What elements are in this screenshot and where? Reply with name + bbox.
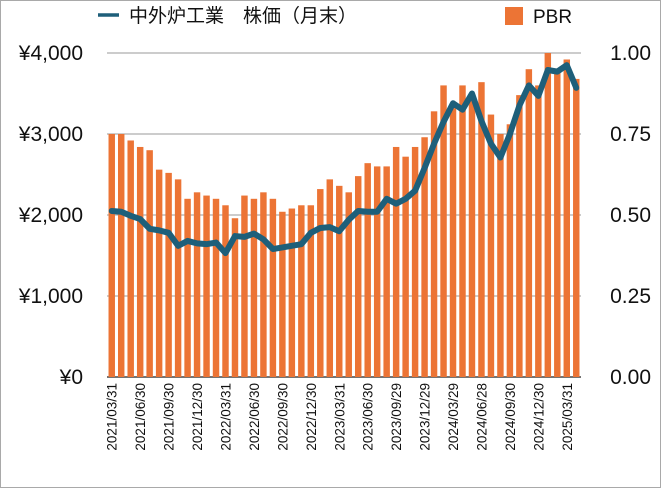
pbr-bar [250,198,258,377]
x-tick-label: 2021/06/30 [133,383,148,451]
legend: 中外炉工業 株価（月末） PBR [98,5,572,28]
pbr-bar [516,95,523,378]
pbr-bar [155,169,163,377]
pbr-bar [184,198,191,377]
pbr-bar [279,211,286,377]
pbr-bar [421,137,428,377]
price-line [108,62,580,257]
x-tick-label: 2022/06/30 [247,383,262,451]
y-right-tick-label: 0.00 [610,366,651,389]
y-left-tick-label: ¥3,000 [18,123,83,146]
pbr-bar [146,150,153,377]
y-right-tick-label: 0.25 [610,285,651,308]
pbr-bar [402,156,409,377]
x-tick-label: 2025/03/31 [560,383,575,451]
pbr-bar [535,85,542,378]
x-tick-label: 2022/09/30 [275,383,290,451]
x-tick-label: 2021/09/30 [162,383,177,451]
pbr-bar [478,82,485,377]
pbr-bars [108,53,580,378]
pbr-bar [317,189,324,377]
y-right-tick-label: 1.00 [610,42,651,65]
pbr-bar [241,195,248,377]
pbr-bar [269,198,277,377]
pbr-bar [544,53,552,377]
x-tick-label: 2022/12/30 [304,383,319,451]
pbr-bar [108,134,115,377]
pbr-bar [430,111,438,377]
pbr-bar [354,176,362,377]
pbr-bar [487,114,495,377]
y-left-tick-label: ¥0 [59,366,83,389]
pbr-bar [127,140,134,377]
legend-price-label: 中外炉工業 株価（月末） [129,5,357,27]
pbr-bar [373,166,381,377]
pbr-bar [336,185,343,377]
pbr-bar [554,69,561,377]
pbr-bar [525,69,533,377]
pbr-bar [212,198,220,377]
pbr-bar [326,179,334,377]
pbr-bar [468,95,476,378]
x-tick-label: 2023/09/29 [389,383,404,451]
y-left-tick-label: ¥2,000 [18,204,83,227]
pbr-bar [411,146,419,377]
x-tick-label: 2021/03/31 [105,383,120,451]
y-axis-left: ¥0 ¥1,000 ¥2,000 ¥3,000 ¥4,000 [18,42,83,389]
pbr-bar [193,192,201,377]
pbr-bar [165,172,172,377]
pbr-bar [307,205,315,377]
x-tick-label: 2024/09/30 [503,383,518,451]
x-tick-label: 2024/06/28 [474,383,489,451]
price-line-group [108,62,580,257]
x-axis: 2021/03/31 2021/06/30 2021/09/30 2021/12/30… [105,383,575,451]
pbr-bar [222,205,229,377]
x-tick-label: 2023/06/30 [361,383,376,451]
x-tick-label: 2023/03/31 [332,383,347,451]
pbr-bar [563,59,571,377]
pbr-bar [298,205,305,377]
pbr-bar [288,208,296,377]
pbr-bar [383,166,390,377]
y-left-tick-label: ¥1,000 [18,285,83,308]
x-tick-label: 2024/12/30 [531,383,546,451]
pbr-bar [392,146,400,377]
y-left-tick-label: ¥4,000 [18,42,83,65]
y-axis-right: 0.00 0.25 0.50 0.75 1.00 [610,42,651,389]
legend-pbr-label: PBR [533,7,572,28]
x-tick-label: 2024/03/29 [446,383,461,451]
pbr-bar [136,146,144,377]
pbr-bar [440,85,447,378]
x-tick-label: 2021/12/30 [190,383,205,451]
pbr-bar [117,134,125,377]
x-tick-label: 2022/03/31 [219,383,234,451]
pbr-bar [449,108,457,377]
legend-pbr-swatch [505,7,523,25]
pbr-bar [497,134,504,377]
pbr-bar [260,192,267,377]
pbr-bar [345,192,352,377]
pbr-bar [231,218,239,377]
pbr-bar [364,163,371,377]
y-right-tick-label: 0.50 [610,204,651,227]
y-right-tick-label: 0.75 [610,123,651,146]
x-tick-label: 2023/12/29 [418,383,433,451]
pbr-bar [174,179,182,377]
pbr-bar [459,85,466,378]
pbr-bar [203,195,210,377]
pbr-bar [506,124,514,377]
pbr-bar [573,78,580,378]
